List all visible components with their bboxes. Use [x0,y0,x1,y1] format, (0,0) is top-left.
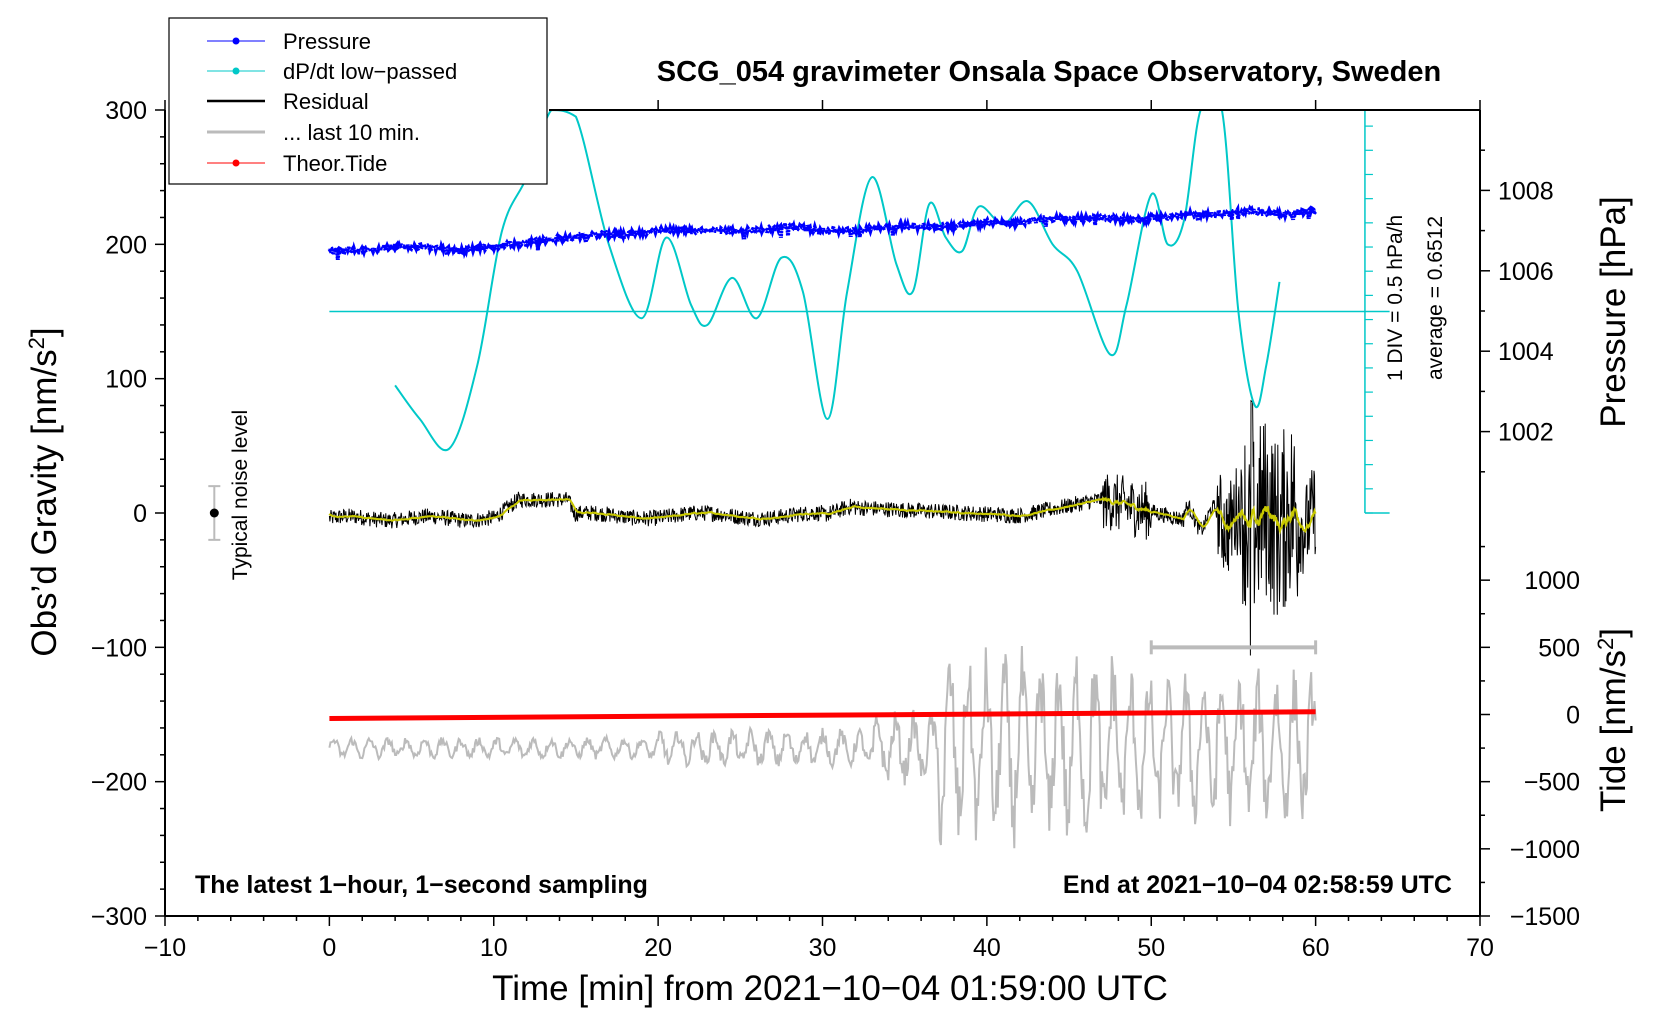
end-time-note: End at 2021−10−04 02:58:59 UTC [1063,871,1452,899]
legend-label-tide: Theor.Tide [283,151,387,176]
x-tick-label: 20 [644,934,672,962]
y-tick-label: −100 [91,634,147,662]
x-tick-label: 30 [809,934,837,962]
noise-bar-marker [209,508,219,518]
tide-tick-label: −500 [1524,769,1580,797]
theor-tide-line [329,709,1316,721]
annotations-layer [208,485,1318,655]
legend-entry-pressure: Pressure [207,29,371,54]
y-tick-label: −200 [91,769,147,797]
pressure-tick-label: 1006 [1498,258,1554,286]
tide-tick-label: 0 [1566,702,1580,730]
y-tick-label: 200 [105,231,147,259]
tide-tick-label: 1000 [1524,567,1580,595]
noise-level-label: Typical noise level [229,410,252,580]
series-layer [327,108,1390,849]
dpdt-line [394,108,1281,452]
y-tick-label: 100 [105,366,147,394]
x-tick-label: 0 [322,934,336,962]
legend-label-dpdt: dP/dt low−passed [283,59,457,84]
legend-marker-dpdt [232,67,240,75]
y-axis-label-main: Obs’d Gravity [nm/s [25,349,64,656]
pressure-tick-label: 1008 [1498,177,1554,205]
tide-tick-label: −1000 [1510,836,1580,864]
x-tick-label: −10 [144,934,186,962]
axes-layer: −10 0 10 20 30 40 50 60 70−300−200−1000100200300… [91,97,1580,962]
x-tick-label: 60 [1302,934,1330,962]
y-axis-label-close: ] [25,327,64,337]
legend-marker-tide [232,159,240,167]
pressure-axis-label: Pressure [hPa] [1594,196,1633,428]
tide-axis-label: Tide [nm/s2] [1593,628,1634,812]
x-tick-label: 40 [973,934,1001,962]
x-tick-label: 70 [1466,934,1494,962]
pressure-line [327,203,1318,261]
y-tick-label: 300 [105,97,147,125]
x-tick-label: 50 [1137,934,1165,962]
average-label: average = 0.6512 [1424,216,1447,380]
tide-axis-label-close: ] [1594,628,1633,638]
last-10-min-line [328,645,1317,849]
y-tick-label: 0 [133,500,147,528]
legend-label-pressure: Pressure [283,29,371,54]
chart-title: SCG_054 gravimeter Onsala Space Observat… [657,56,1441,88]
sampling-note: The latest 1−hour, 1−second sampling [195,871,648,899]
residual-smoothed-line [328,496,1317,535]
legend-entry-tide: Theor.Tide [207,151,387,176]
tide-tick-label: 500 [1538,634,1580,662]
y-axis-label: Obs’d Gravity [nm/s2] [24,327,65,656]
y-tick-label: −300 [91,903,147,931]
legend-entry-last10: ... last 10 min. [207,120,420,145]
legend: Pressure dP/dt low−passed Residual ... l… [168,17,548,185]
residual-line [328,399,1317,656]
x-axis-label: Time [min] from 2021−10−04 01:59:00 UTC [492,969,1168,1008]
legend-entry-residual: Residual [207,89,369,114]
tide-tick-label: −1500 [1510,903,1580,931]
legend-label-residual: Residual [283,89,369,114]
legend-marker-pressure [232,37,240,45]
y-axis-label-sup: 2 [24,337,49,349]
div-scale-label: 1 DIV = 0.5 hPa/h [1384,215,1407,381]
x-tick-label: 10 [480,934,508,962]
pressure-tick-label: 1004 [1498,338,1554,366]
legend-label-last10: ... last 10 min. [283,120,420,145]
legend-entry-dpdt: dP/dt low−passed [207,59,457,84]
tide-axis-label-main: Tide [nm/s [1594,650,1633,812]
pressure-tick-label: 1002 [1498,419,1554,447]
tide-axis-label-sup: 2 [1593,638,1618,650]
